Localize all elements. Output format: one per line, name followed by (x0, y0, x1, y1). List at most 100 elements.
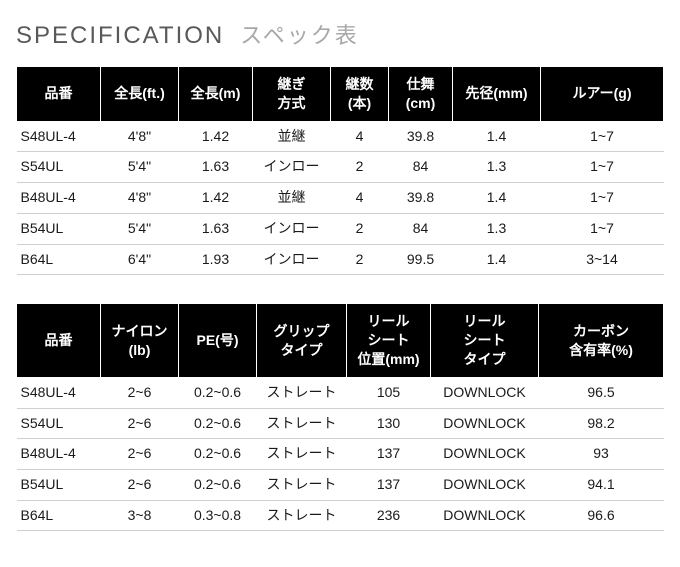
table2-cell: 2~6 (101, 469, 179, 500)
table2-cell: 236 (347, 500, 431, 531)
table1-cell: B48UL-4 (17, 183, 101, 214)
table-row: B54UL2~60.2~0.6ストレート137DOWNLOCK94.1 (17, 469, 664, 500)
table1-header-0: 品番 (17, 67, 101, 122)
table1-cell: 1.93 (179, 244, 253, 275)
table2-cell: S54UL (17, 408, 101, 439)
table-row: S48UL-42~60.2~0.6ストレート105DOWNLOCK96.5 (17, 377, 664, 408)
table1-cell: 39.8 (389, 121, 453, 152)
table1-cell: インロー (253, 152, 331, 183)
table1-cell: 3~14 (541, 244, 664, 275)
table1-cell: 1.63 (179, 152, 253, 183)
table-row: S48UL-44'8"1.42並継439.81.41~7 (17, 121, 664, 152)
table2-header-5: リールシートタイプ (431, 304, 539, 378)
table2-cell: ストレート (257, 469, 347, 500)
table1-cell: 1.4 (453, 121, 541, 152)
table1-cell: 39.8 (389, 183, 453, 214)
spec-table-2: 品番ナイロン(lb)PE(号)グリップタイプリールシート位置(mm)リールシート… (16, 303, 664, 531)
table2-cell: 137 (347, 469, 431, 500)
table1-cell: 1.4 (453, 244, 541, 275)
table2-cell: 3~8 (101, 500, 179, 531)
table1-cell: 並継 (253, 183, 331, 214)
table1-header-3: 継ぎ方式 (253, 67, 331, 122)
table1-cell: 2 (331, 213, 389, 244)
table1-cell: S48UL-4 (17, 121, 101, 152)
table2-cell: DOWNLOCK (431, 439, 539, 470)
table-2-body: S48UL-42~60.2~0.6ストレート105DOWNLOCK96.5S54… (17, 377, 664, 530)
table1-cell: 5'4" (101, 213, 179, 244)
table2-header-2: PE(号) (179, 304, 257, 378)
table2-cell: 2~6 (101, 408, 179, 439)
table1-cell: 並継 (253, 121, 331, 152)
table1-cell: 1.3 (453, 213, 541, 244)
table-row: B54UL5'4"1.63インロー2841.31~7 (17, 213, 664, 244)
table1-cell: 2 (331, 152, 389, 183)
table2-cell: ストレート (257, 439, 347, 470)
table-row: B48UL-42~60.2~0.6ストレート137DOWNLOCK93 (17, 439, 664, 470)
table1-cell: 4 (331, 183, 389, 214)
table1-cell: 6'4" (101, 244, 179, 275)
table1-cell: 1.42 (179, 183, 253, 214)
table2-cell: 130 (347, 408, 431, 439)
table2-cell: 0.2~0.6 (179, 439, 257, 470)
table2-cell: 137 (347, 439, 431, 470)
table1-cell: 1.3 (453, 152, 541, 183)
table2-cell: 0.2~0.6 (179, 408, 257, 439)
table1-cell: 4'8" (101, 183, 179, 214)
table2-cell: 105 (347, 377, 431, 408)
table1-header-2: 全長(m) (179, 67, 253, 122)
table2-cell: 2~6 (101, 439, 179, 470)
table-row: S54UL2~60.2~0.6ストレート130DOWNLOCK98.2 (17, 408, 664, 439)
table-1-body: S48UL-44'8"1.42並継439.81.41~7S54UL5'4"1.6… (17, 121, 664, 274)
table2-cell: 96.5 (539, 377, 664, 408)
table1-cell: 1.42 (179, 121, 253, 152)
table2-cell: ストレート (257, 500, 347, 531)
table2-cell: 96.6 (539, 500, 664, 531)
table2-cell: DOWNLOCK (431, 377, 539, 408)
table2-header-4: リールシート位置(mm) (347, 304, 431, 378)
table1-cell: 1.63 (179, 213, 253, 244)
table2-cell: 0.2~0.6 (179, 377, 257, 408)
table1-cell: 1~7 (541, 213, 664, 244)
table2-cell: 98.2 (539, 408, 664, 439)
table-2-head: 品番ナイロン(lb)PE(号)グリップタイプリールシート位置(mm)リールシート… (17, 304, 664, 378)
table2-cell: B48UL-4 (17, 439, 101, 470)
table2-cell: DOWNLOCK (431, 469, 539, 500)
table1-cell: インロー (253, 213, 331, 244)
table1-header-5: 仕舞(cm) (389, 67, 453, 122)
table1-cell: B54UL (17, 213, 101, 244)
table1-cell: 84 (389, 213, 453, 244)
spec-table-1: 品番全長(ft.)全長(m)継ぎ方式継数(本)仕舞(cm)先径(mm)ルアー(g… (16, 66, 664, 275)
table2-header-6: カーボン含有率(%) (539, 304, 664, 378)
table1-header-1: 全長(ft.) (101, 67, 179, 122)
table1-header-7: ルアー(g) (541, 67, 664, 122)
table2-cell: B64L (17, 500, 101, 531)
table1-cell: インロー (253, 244, 331, 275)
table2-cell: 2~6 (101, 377, 179, 408)
table2-cell: 94.1 (539, 469, 664, 500)
heading-jp: スペック表 (240, 18, 358, 50)
table1-cell: 99.5 (389, 244, 453, 275)
page-heading: SPECIFICATION スペック表 (16, 18, 664, 50)
table1-cell: 2 (331, 244, 389, 275)
table1-cell: 4'8" (101, 121, 179, 152)
table2-header-3: グリップタイプ (257, 304, 347, 378)
table2-cell: ストレート (257, 377, 347, 408)
table1-header-4: 継数(本) (331, 67, 389, 122)
table2-header-1: ナイロン(lb) (101, 304, 179, 378)
table-row: B64L3~80.3~0.8ストレート236DOWNLOCK96.6 (17, 500, 664, 531)
table2-header-0: 品番 (17, 304, 101, 378)
table-row: B64L6'4"1.93インロー299.51.43~14 (17, 244, 664, 275)
table1-cell: B64L (17, 244, 101, 275)
table-row: B48UL-44'8"1.42並継439.81.41~7 (17, 183, 664, 214)
table2-cell: S48UL-4 (17, 377, 101, 408)
table2-cell: DOWNLOCK (431, 408, 539, 439)
table2-cell: 93 (539, 439, 664, 470)
table1-cell: S54UL (17, 152, 101, 183)
table1-cell: 4 (331, 121, 389, 152)
table-row: S54UL5'4"1.63インロー2841.31~7 (17, 152, 664, 183)
table1-cell: 1~7 (541, 183, 664, 214)
table1-cell: 5'4" (101, 152, 179, 183)
table2-cell: 0.2~0.6 (179, 469, 257, 500)
table1-cell: 1~7 (541, 121, 664, 152)
table1-cell: 84 (389, 152, 453, 183)
